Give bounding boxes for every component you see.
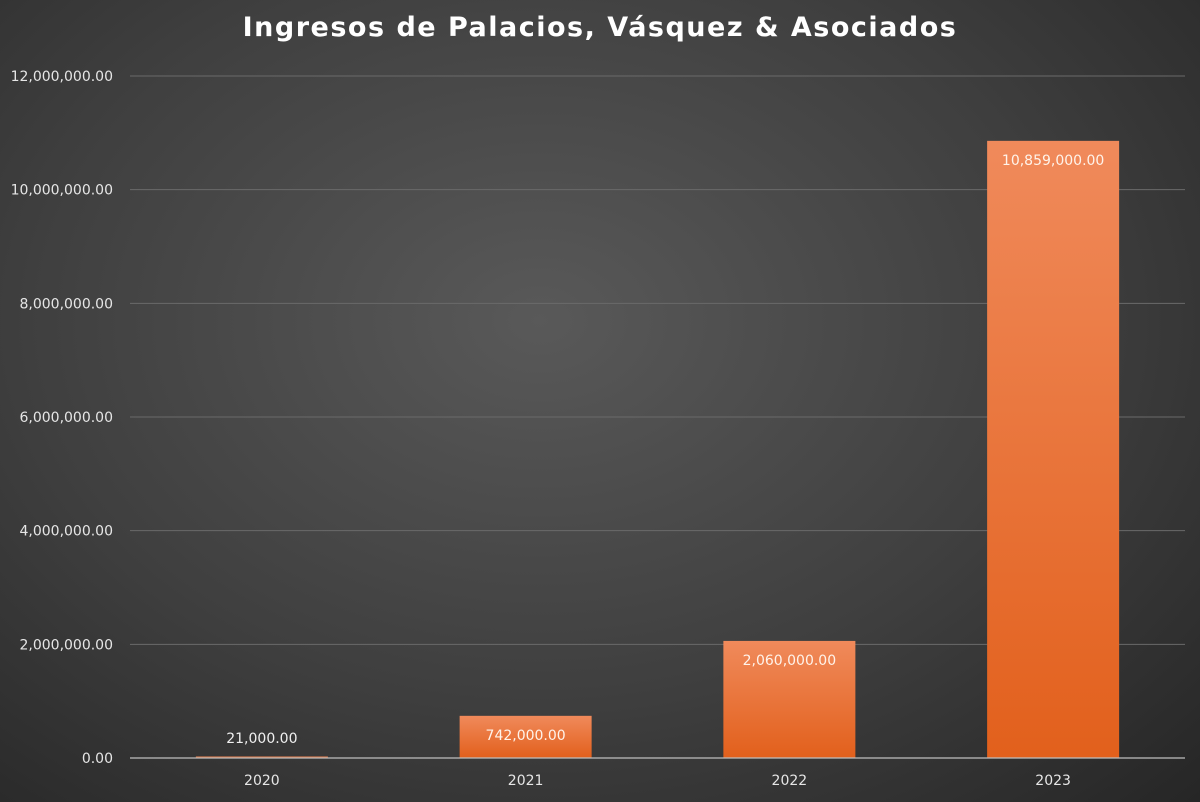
gridlines <box>130 75 1185 645</box>
y-tick-label: 2,000,000.00 <box>19 637 113 653</box>
data-label-2022: 2,060,000.00 <box>743 653 837 669</box>
y-axis-tick-labels: 0.00 2,000,000.00 4,000,000.00 6,000,000.00… <box>11 69 113 767</box>
x-axis-tick-labels: 2020 2021 2022 2023 <box>244 773 1071 789</box>
x-tick-label: 2021 <box>508 773 544 789</box>
y-tick-label: 8,000,000.00 <box>19 296 113 312</box>
bar-2022 <box>723 640 856 758</box>
x-tick-label: 2020 <box>244 773 280 789</box>
y-tick-label: 12,000,000.00 <box>11 69 113 85</box>
bar-2021 <box>459 715 592 758</box>
data-label-2023: 10,859,000.00 <box>1002 153 1104 169</box>
bar-2020 <box>195 756 328 758</box>
data-labels: 21,000.00 742,000.00 2,060,000.00 10,859,00… <box>226 153 1104 747</box>
y-tick-label: 4,000,000.00 <box>19 524 113 540</box>
x-tick-label: 2022 <box>772 773 808 789</box>
y-tick-label: 6,000,000.00 <box>19 410 113 426</box>
data-label-2021: 742,000.00 <box>486 728 566 744</box>
y-tick-label: 0.00 <box>82 751 113 767</box>
y-tick-label: 10,000,000.00 <box>11 183 113 199</box>
chart-title: Ingresos de Palacios, Vásquez & Asociado… <box>242 12 958 43</box>
bar-2023 <box>987 140 1120 759</box>
data-label-2020: 21,000.00 <box>226 731 297 747</box>
x-tick-label: 2023 <box>1035 773 1071 789</box>
bars <box>195 140 1120 759</box>
